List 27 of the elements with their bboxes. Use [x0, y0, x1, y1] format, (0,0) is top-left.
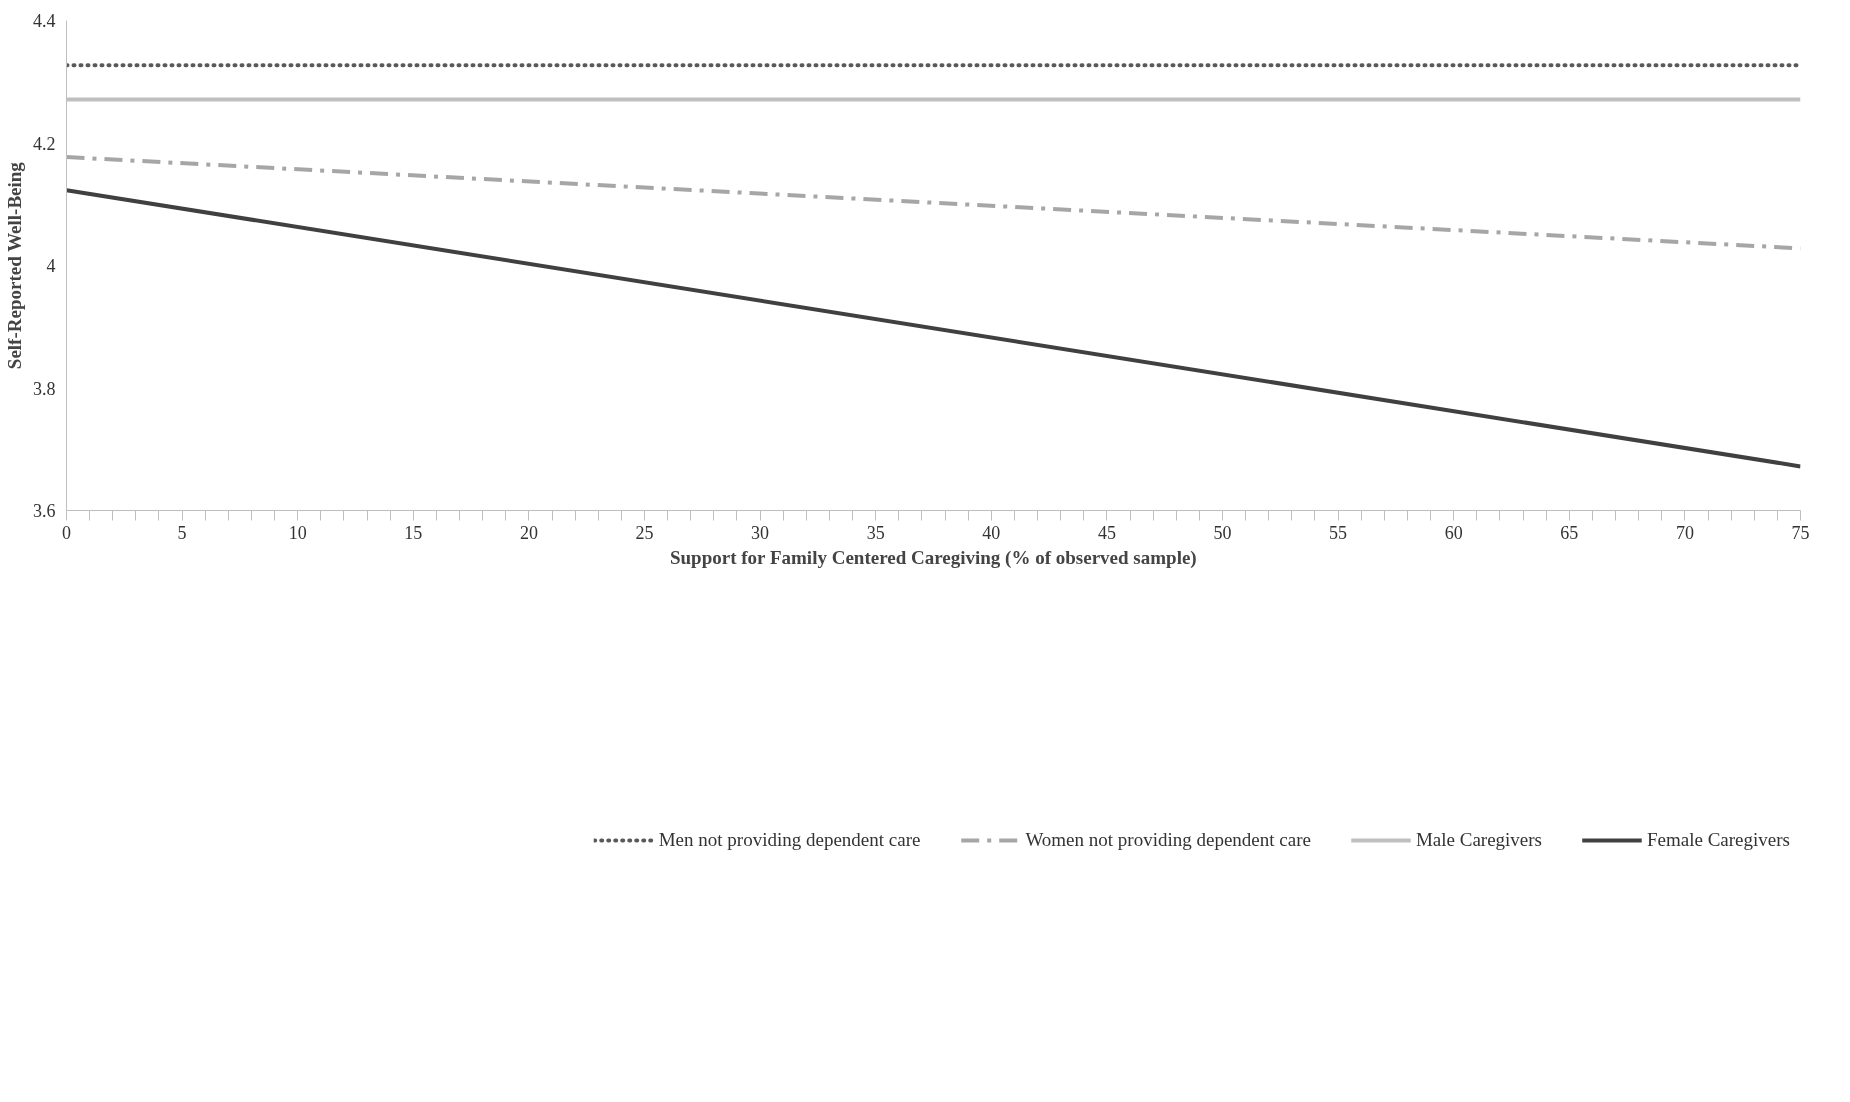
legend-label: Women not providing dependent care [1025, 829, 1311, 851]
x-tick-label: 60 [1444, 522, 1463, 543]
x-tick-label: 30 [751, 522, 770, 543]
x-tick-label: 50 [1213, 522, 1232, 543]
x-tick-label: 15 [404, 522, 423, 543]
y-tick-label: 4.4 [33, 11, 56, 31]
y-tick-label: 3.6 [33, 501, 56, 521]
x-tick-label: 75 [1791, 522, 1810, 543]
legend-label: Men not providing dependent care [658, 829, 921, 851]
x-tick-label: 70 [1675, 522, 1694, 543]
x-tick-label: 35 [866, 522, 885, 543]
x-tick-label: 0 [62, 522, 71, 543]
x-tick-label: 65 [1560, 522, 1579, 543]
legend-label: Male Caregivers [1415, 829, 1543, 851]
x-tick-label: 45 [1097, 522, 1116, 543]
x-tick-label: 20 [519, 522, 538, 543]
y-tick-label: 4.2 [33, 133, 56, 154]
y-tick-label: 3.8 [33, 378, 56, 399]
legend-label: Female Caregivers [1647, 829, 1790, 851]
x-tick-label: 55 [1329, 522, 1348, 543]
y-tick-label: 4 [46, 256, 56, 276]
x-tick-label: 5 [177, 522, 187, 543]
y-axis-title: Self-Reported Well-Being [4, 161, 25, 370]
x-tick-label: 25 [635, 522, 654, 543]
x-tick-label: 10 [288, 522, 307, 543]
x-tick-label: 40 [982, 522, 1001, 543]
x-axis-title: Support for Family Centered Caregiving (% of observed sample) [669, 546, 1197, 569]
